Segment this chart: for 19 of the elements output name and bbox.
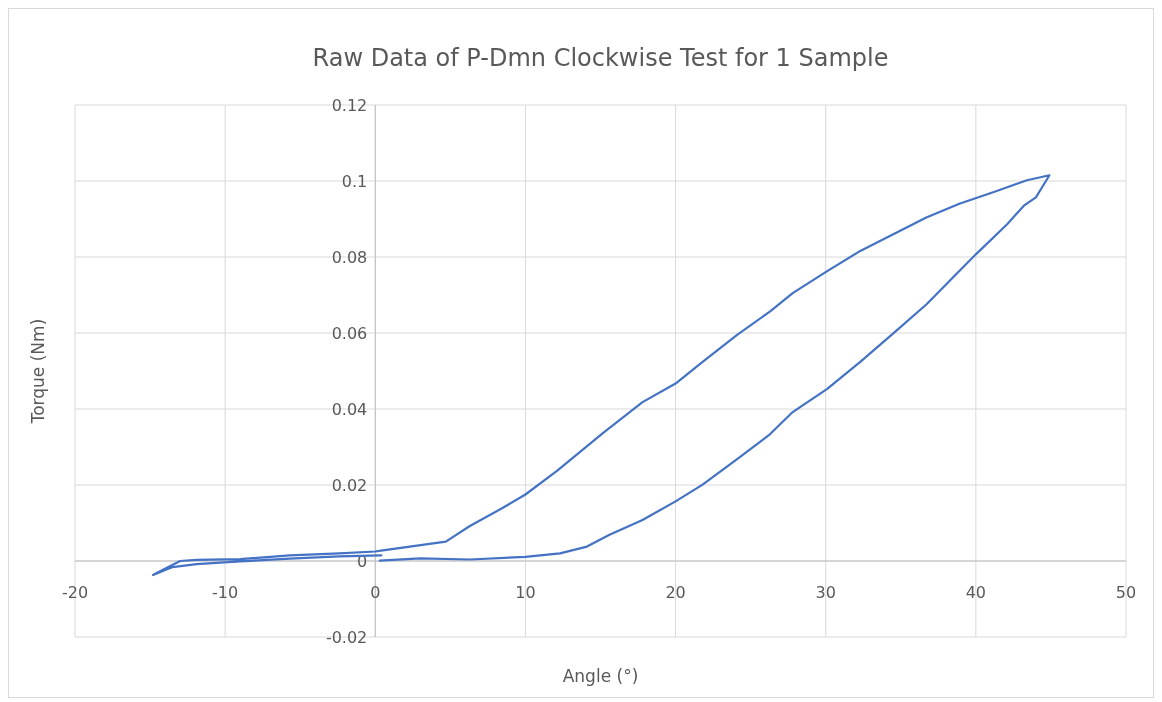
x-tick-label: -20 bbox=[61, 583, 89, 602]
x-tick-label: -10 bbox=[212, 583, 239, 602]
x-tick-label: 50 bbox=[1115, 583, 1137, 602]
x-axis-title: Angle (°) bbox=[562, 666, 639, 686]
chart-title: Raw Data of P-Dmn Clockwise Test for 1 Sample bbox=[312, 44, 889, 72]
y-tick-label: 0.06 bbox=[331, 324, 368, 343]
y-tick-label: 0.12 bbox=[331, 96, 368, 115]
x-tick-label: 0 bbox=[370, 583, 381, 602]
y-axis-title: Torque (Nm) bbox=[28, 318, 48, 425]
line-series bbox=[151, 174, 1051, 577]
y-tick-label: 0.08 bbox=[331, 248, 368, 267]
y-tick-label: 0.04 bbox=[331, 400, 368, 419]
x-tick-label: 40 bbox=[965, 583, 987, 602]
x-tick-label: 20 bbox=[665, 583, 686, 602]
y-tick-label: 0.1 bbox=[341, 172, 368, 191]
y-tick-label: -0.02 bbox=[325, 628, 368, 647]
x-tick-label: 10 bbox=[515, 583, 536, 602]
x-tick-label: 30 bbox=[815, 583, 836, 602]
y-tick-label: 0.02 bbox=[331, 476, 368, 495]
